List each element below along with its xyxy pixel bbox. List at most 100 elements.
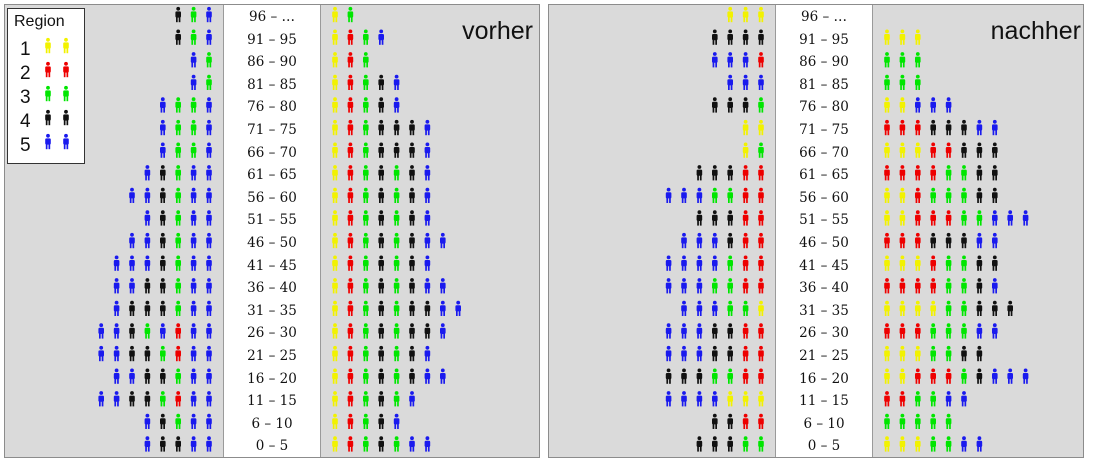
person-icon [899, 142, 906, 158]
person-icon [976, 300, 983, 316]
person-icon [144, 300, 151, 316]
person-icon [129, 255, 135, 271]
person-icon [175, 300, 181, 316]
person-icon [915, 165, 921, 181]
person-icon [113, 278, 120, 294]
person-icon [206, 187, 212, 203]
person-icon [206, 165, 212, 181]
person-icon [899, 300, 906, 316]
person-icon [915, 29, 921, 45]
person-icon [696, 165, 703, 181]
person-icon [915, 142, 921, 158]
person-icon [409, 345, 415, 362]
person-icon [930, 165, 936, 181]
person-icon [945, 413, 952, 429]
person-icon [206, 368, 212, 384]
age-tick-label: 81 – 85 [799, 76, 849, 93]
person-icon [899, 187, 906, 203]
person-icon [681, 255, 687, 271]
person-icon [961, 187, 967, 203]
person-icon [899, 255, 906, 271]
person-icon [363, 52, 369, 68]
person-icon [758, 323, 764, 339]
person-icon [945, 300, 952, 316]
person-icon [930, 278, 936, 294]
person-icon [409, 142, 415, 158]
person-icon [206, 300, 212, 316]
person-icon [945, 97, 952, 113]
person-icon [393, 436, 400, 452]
person-icon [992, 255, 998, 271]
person-icon [696, 187, 703, 203]
person-icon [409, 368, 415, 384]
person-icon [393, 413, 400, 429]
person-icon [727, 29, 733, 45]
person-icon [961, 368, 967, 384]
age-tick-label: 51 – 55 [247, 212, 297, 229]
person-icon [378, 323, 384, 339]
panel-nachher: 96 – … 91 – 95 86 – 90 81 – 85 76 – 80 71 – 7… [548, 4, 1084, 458]
person-icon [144, 436, 151, 452]
person-icon [945, 210, 952, 226]
person-icon [712, 210, 718, 226]
age-tick-label: 71 – 75 [799, 122, 849, 138]
person-icon [206, 323, 212, 339]
person-icon [144, 323, 151, 339]
person-icon [758, 97, 764, 113]
person-icon [930, 413, 936, 429]
person-icon [332, 278, 338, 294]
person-icon [409, 165, 415, 181]
age-tick-label: 56 – 60 [247, 189, 297, 206]
person-icon [976, 187, 983, 203]
person-icon [665, 278, 672, 294]
person-icon [742, 345, 749, 362]
person-icon [175, 165, 181, 181]
person-icon [160, 391, 166, 407]
age-tick-label: 76 – 80 [247, 99, 297, 116]
person-icon [945, 323, 952, 339]
person-icon [144, 368, 151, 384]
legend-label: 1 [20, 39, 31, 60]
person-icon [63, 37, 69, 54]
age-tick-label: 11 – 15 [799, 393, 849, 410]
person-icon [727, 74, 733, 90]
person-icon [378, 300, 384, 316]
person-icon [409, 278, 415, 294]
person-icon [696, 210, 703, 226]
person-icon [961, 142, 967, 158]
person-icon [378, 97, 384, 113]
person-icon [961, 278, 967, 294]
person-icon [899, 345, 906, 362]
person-icon [144, 345, 151, 362]
person-icon [190, 165, 197, 181]
person-icon [190, 278, 197, 294]
person-icon [758, 142, 764, 158]
person-icon [945, 255, 952, 271]
person-icon [681, 345, 687, 362]
person-icon [393, 300, 400, 316]
person-icon [758, 52, 764, 68]
person-icon [696, 232, 703, 249]
person-icon [712, 165, 718, 181]
person-icon [884, 119, 890, 136]
person-icon [113, 391, 120, 407]
person-icon [332, 119, 338, 136]
person-icon [347, 368, 354, 384]
person-icon [742, 278, 749, 294]
person-icon [899, 29, 906, 45]
person-icon [961, 436, 967, 452]
person-icon [424, 210, 431, 226]
person-icon [930, 119, 936, 136]
age-tick-label: 76 – 80 [799, 99, 849, 116]
person-icon [175, 29, 181, 45]
person-icon [884, 74, 890, 90]
person-icon [696, 300, 703, 316]
person-icon [727, 97, 733, 113]
age-tick-label: 46 – 50 [247, 235, 297, 251]
person-icon [144, 255, 151, 271]
person-icon [727, 165, 733, 181]
person-icon [160, 232, 166, 249]
person-icon [915, 232, 921, 249]
person-icon [899, 52, 906, 68]
person-icon [899, 119, 906, 136]
